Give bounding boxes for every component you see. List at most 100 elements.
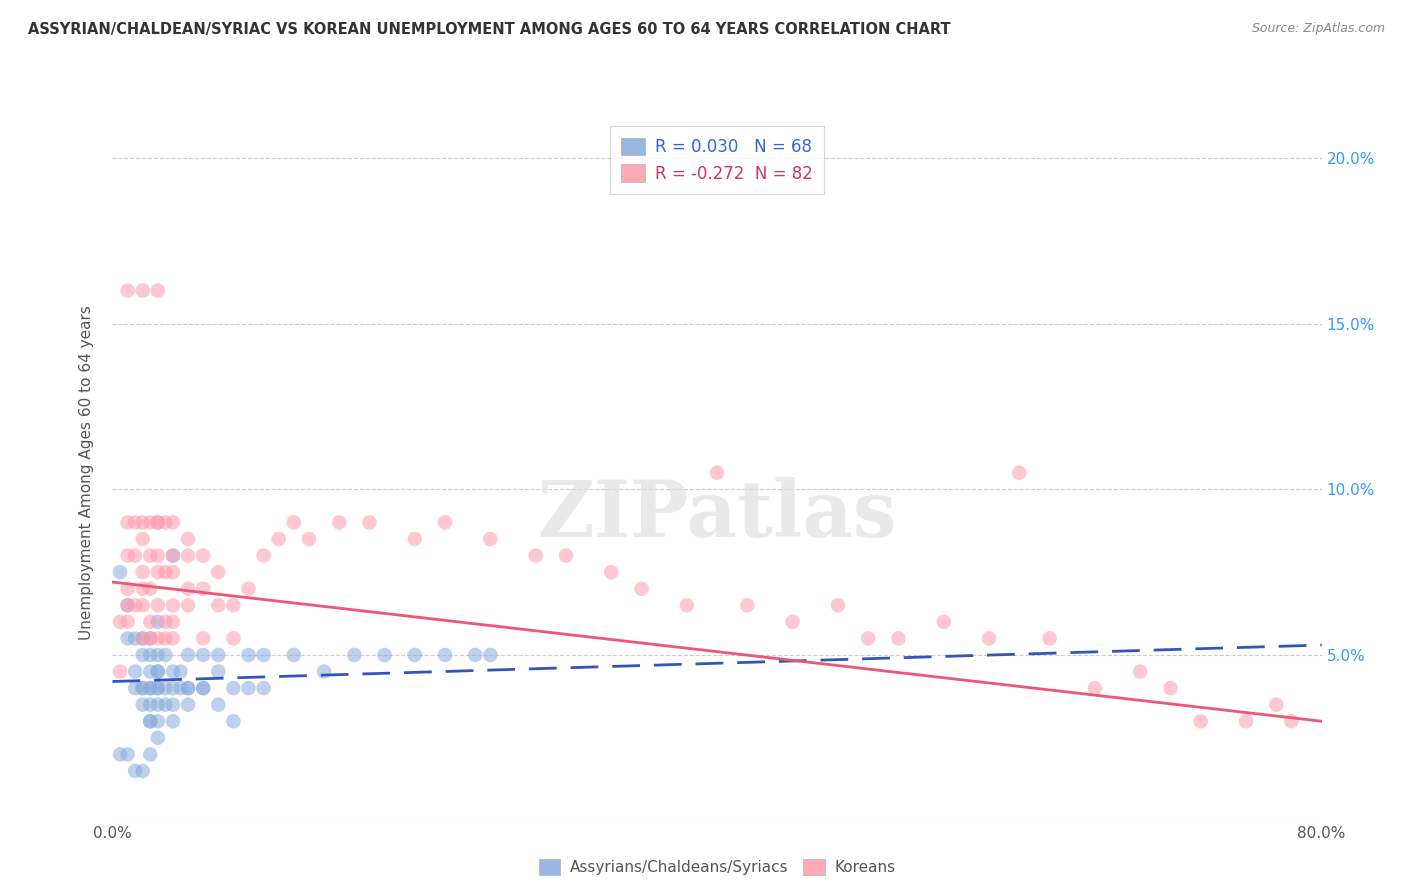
Point: [132, 599, 155, 613]
Point: [132, 284, 155, 298]
Point: [1084, 681, 1107, 695]
Point: [124, 681, 146, 695]
Point: [139, 698, 162, 712]
Point: [124, 549, 146, 563]
Point: [1265, 698, 1288, 712]
Point: [191, 681, 214, 695]
Point: [298, 532, 321, 546]
Point: [132, 648, 155, 662]
Legend: Assyrians/Chaldeans/Syriacs, Koreans: Assyrians/Chaldeans/Syriacs, Koreans: [531, 851, 903, 882]
Point: [146, 731, 169, 745]
Point: [146, 549, 169, 563]
Point: [162, 698, 184, 712]
Point: [146, 665, 169, 679]
Point: [1159, 681, 1181, 695]
Point: [207, 565, 229, 579]
Point: [146, 665, 169, 679]
Point: [139, 714, 162, 729]
Point: [124, 632, 146, 646]
Point: [108, 665, 131, 679]
Point: [139, 516, 162, 530]
Point: [433, 648, 456, 662]
Point: [554, 549, 576, 563]
Point: [132, 632, 155, 646]
Point: [162, 599, 184, 613]
Point: [139, 648, 162, 662]
Point: [479, 532, 502, 546]
Point: [146, 284, 169, 298]
Point: [253, 549, 276, 563]
Point: [155, 615, 177, 629]
Point: [207, 648, 229, 662]
Point: [146, 632, 169, 646]
Point: [117, 284, 139, 298]
Point: [124, 599, 146, 613]
Point: [283, 516, 305, 530]
Point: [117, 747, 139, 762]
Point: [162, 615, 184, 629]
Text: ASSYRIAN/CHALDEAN/SYRIAC VS KOREAN UNEMPLOYMENT AMONG AGES 60 TO 64 YEARS CORREL: ASSYRIAN/CHALDEAN/SYRIAC VS KOREAN UNEMP…: [28, 22, 950, 37]
Point: [162, 549, 184, 563]
Point: [238, 582, 260, 596]
Point: [132, 632, 155, 646]
Point: [146, 681, 169, 695]
Point: [139, 747, 162, 762]
Point: [155, 681, 177, 695]
Point: [222, 599, 245, 613]
Point: [155, 516, 177, 530]
Point: [283, 648, 305, 662]
Point: [191, 681, 214, 695]
Point: [146, 599, 169, 613]
Point: [132, 516, 155, 530]
Point: [146, 615, 169, 629]
Point: [177, 681, 200, 695]
Point: [108, 747, 131, 762]
Point: [132, 698, 155, 712]
Point: [238, 681, 260, 695]
Point: [162, 565, 184, 579]
Point: [191, 582, 214, 596]
Point: [117, 632, 139, 646]
Point: [222, 714, 245, 729]
Point: [155, 648, 177, 662]
Point: [162, 681, 184, 695]
Point: [162, 632, 184, 646]
Point: [124, 764, 146, 778]
Point: [169, 665, 191, 679]
Point: [146, 516, 169, 530]
Point: [117, 549, 139, 563]
Point: [132, 582, 155, 596]
Point: [139, 582, 162, 596]
Point: [343, 648, 366, 662]
Point: [404, 532, 426, 546]
Point: [139, 632, 162, 646]
Point: [191, 632, 214, 646]
Point: [146, 516, 169, 530]
Point: [977, 632, 1000, 646]
Point: [139, 681, 162, 695]
Point: [139, 665, 162, 679]
Point: [267, 532, 290, 546]
Point: [177, 648, 200, 662]
Point: [932, 615, 955, 629]
Point: [1279, 714, 1302, 729]
Point: [675, 599, 697, 613]
Point: [162, 516, 184, 530]
Point: [139, 681, 162, 695]
Point: [177, 549, 200, 563]
Point: [359, 516, 381, 530]
Point: [117, 599, 139, 613]
Point: [253, 681, 276, 695]
Point: [207, 698, 229, 712]
Point: [207, 599, 229, 613]
Point: [1129, 665, 1152, 679]
Point: [162, 665, 184, 679]
Point: [856, 632, 880, 646]
Point: [139, 632, 162, 646]
Point: [146, 648, 169, 662]
Point: [191, 549, 214, 563]
Point: [117, 599, 139, 613]
Point: [146, 565, 169, 579]
Point: [1189, 714, 1212, 729]
Text: ZIPatlas: ZIPatlas: [537, 476, 897, 552]
